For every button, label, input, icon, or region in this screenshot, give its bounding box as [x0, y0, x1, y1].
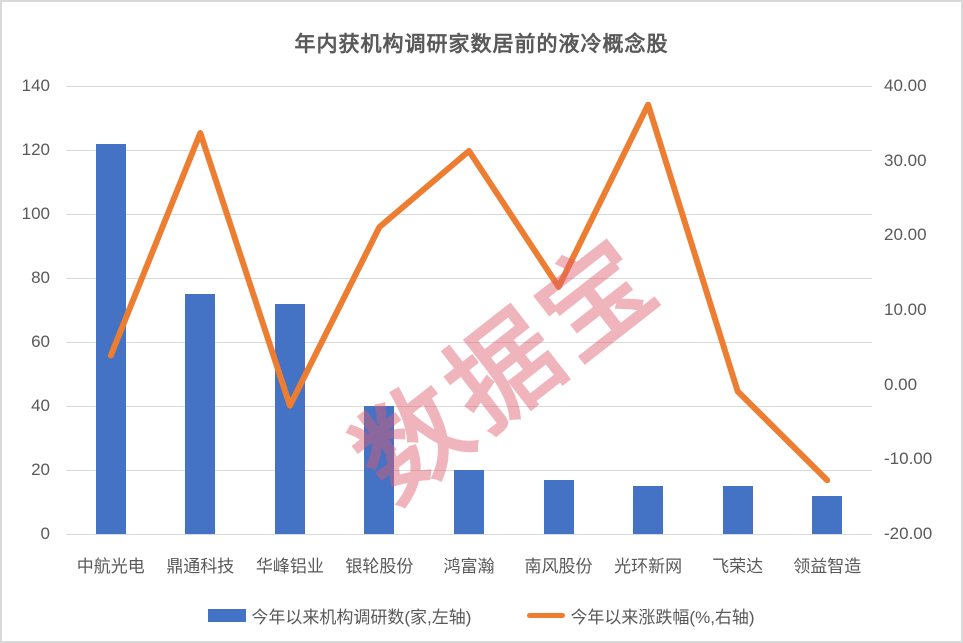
category-label: 南风股份 — [524, 557, 593, 576]
y-right-tick-label: 30.00 — [884, 150, 927, 170]
y-left-tick-label: 100 — [21, 204, 50, 223]
gridline — [66, 405, 872, 407]
gridline — [66, 85, 872, 87]
chart-title: 年内获机构调研家数居前的液冷概念股 — [294, 33, 669, 56]
gridline — [66, 213, 872, 215]
y-right-tick-label: -20.00 — [884, 524, 933, 543]
bar — [722, 486, 753, 534]
gridline — [66, 533, 872, 535]
category-label: 中航光电 — [76, 557, 145, 576]
legend-label-bar-series: 今年以来机构调研数(家,左轴) — [251, 607, 472, 627]
trend-line — [107, 101, 831, 484]
category-label: 领益智造 — [793, 557, 862, 576]
y-left-tick-label: 140 — [21, 76, 50, 95]
category-label: 银轮股份 — [345, 557, 414, 576]
bar-series-swatch-icon — [208, 608, 247, 622]
bar — [364, 406, 395, 534]
bar — [543, 479, 574, 534]
y-left-tick-label: 0 — [40, 524, 50, 543]
bar — [633, 486, 664, 534]
legend-label-line-series: 今年以来涨跌幅(%,右轴) — [570, 607, 755, 627]
y-left-tick-label: 40 — [31, 396, 50, 415]
category-label: 飞荣达 — [712, 557, 764, 576]
y-left-tick-label: 20 — [31, 460, 50, 479]
category-label: 鼎通科技 — [166, 557, 235, 576]
bar — [185, 294, 216, 534]
y-right-tick-label: -10.00 — [884, 449, 933, 469]
gridline — [66, 341, 872, 343]
gridline — [66, 277, 872, 279]
line-series-swatch-icon — [527, 612, 566, 618]
bar — [454, 470, 484, 534]
category-label: 华峰铝业 — [255, 557, 324, 576]
y-right-tick-label: 10.00 — [884, 300, 927, 319]
y-right-tick-label: 0.00 — [884, 374, 918, 394]
y-left-tick-label: 80 — [31, 268, 50, 287]
bar — [95, 143, 126, 534]
category-label: 光环新网 — [614, 557, 683, 576]
legend-item-bar-series: 今年以来机构调研数(家,左轴) — [208, 603, 471, 628]
bar — [274, 303, 305, 534]
legend: 今年以来机构调研数(家,左轴) 今年以来涨跌幅(%,右轴) — [2, 600, 961, 630]
y-left-tick-label: 60 — [31, 332, 50, 351]
legend-item-line-series: 今年以来涨跌幅(%,右轴) — [527, 603, 755, 628]
y-right-tick-label: 20.00 — [884, 225, 927, 245]
bar — [812, 495, 843, 534]
category-label: 鸿富瀚 — [443, 557, 495, 576]
y-left-tick-label: 120 — [21, 140, 50, 159]
y-right-tick-label: 40.00 — [884, 76, 927, 95]
